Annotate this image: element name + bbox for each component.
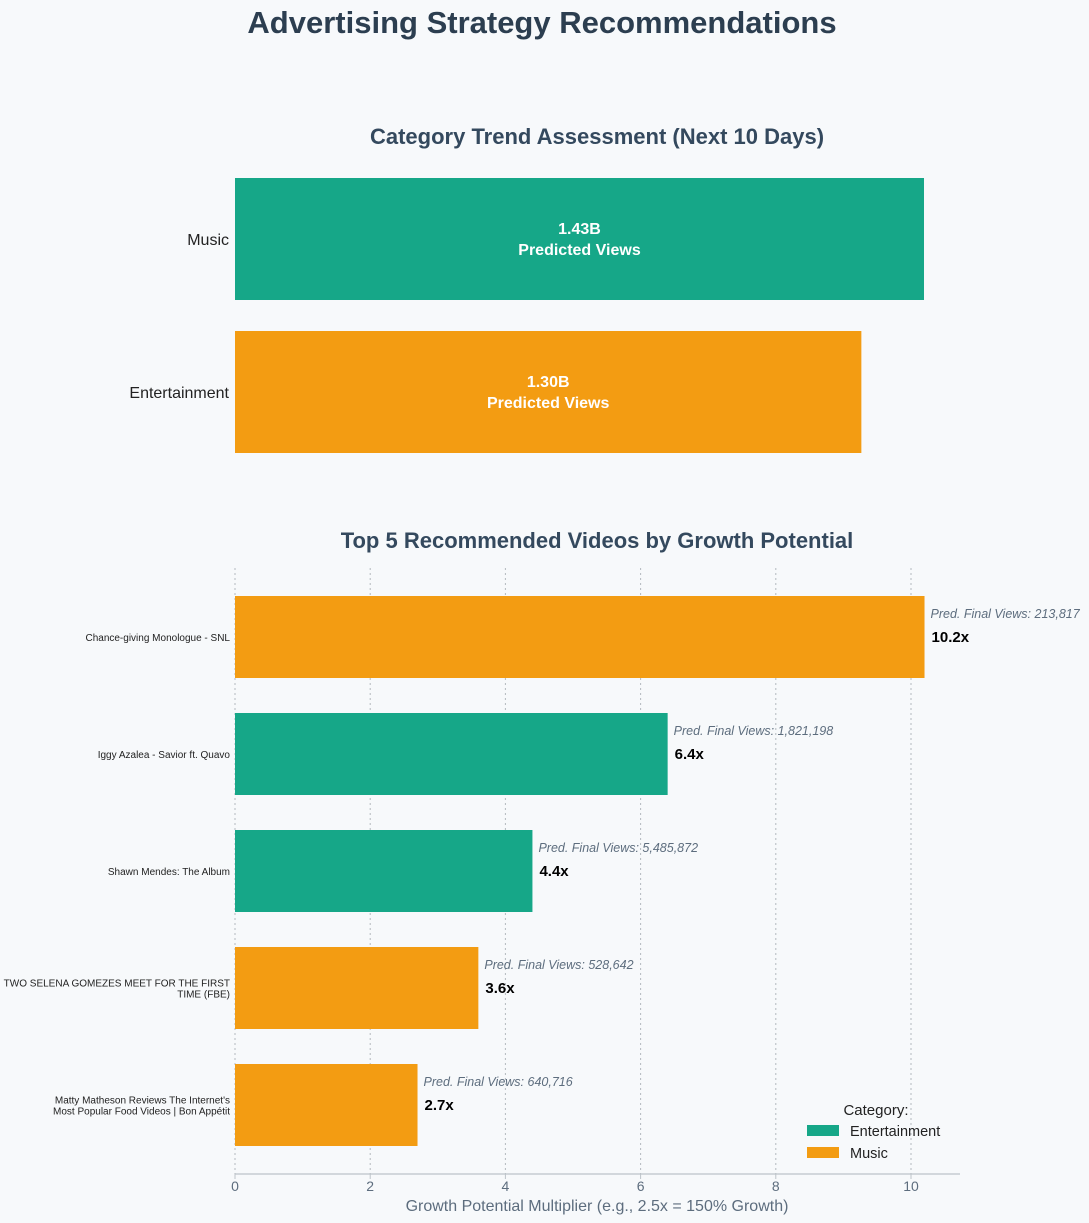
legend-swatch [807,1125,839,1136]
x-tick-label: 10 [903,1178,919,1194]
video-label: Shawn Mendes: The Album [108,867,230,878]
video-label: Chance-giving Monologue - SNL [85,633,230,644]
pred-final-views-label: Pred. Final Views: 5,485,872 [538,841,698,855]
pred-final-views-label: Pred. Final Views: 528,642 [484,958,633,972]
growth-multiplier-label: 10.2x [932,629,970,646]
growth-multiplier-label: 6.4x [675,746,705,763]
category-bar-value: 1.43B [558,221,601,238]
category-bar-entertainment [235,331,862,453]
pred-final-views-label: Pred. Final Views: 213,817 [931,607,1081,621]
category-chart-title: Category Trend Assessment (Next 10 Days) [370,124,824,149]
legend: Category: Entertainment Music [807,1102,940,1162]
video-label: Matty Matheson Reviews The Internet's [55,1096,230,1107]
x-tick-label: 0 [231,1178,239,1194]
category-bar-caption: Predicted Views [518,242,641,259]
category-label-music: Music [187,232,229,249]
videos-chart-title: Top 5 Recommended Videos by Growth Poten… [341,528,854,553]
category-bar-music [235,178,924,300]
growth-multiplier-label: 2.7x [425,1097,455,1114]
main-title: Advertising Strategy Recommendations [247,5,836,40]
legend-title: Category: [843,1102,908,1119]
video-bar [235,596,925,678]
category-bar-caption: Predicted Views [487,395,610,412]
video-bar [235,830,533,912]
x-axis-title: Growth Potential Multiplier (e.g., 2.5x … [406,1198,789,1215]
video-label: Iggy Azalea - Savior ft. Quavo [98,750,231,761]
legend-swatch [807,1147,839,1158]
category-trend-chart: Music 1.43B Predicted Views Entertainment 1.… [129,178,924,453]
video-label: Most Popular Food Videos | Bon Appétit [53,1107,230,1118]
x-tick-label: 8 [772,1178,780,1194]
video-bar [235,713,668,795]
growth-multiplier-label: 3.6x [485,980,515,997]
legend-entry-music: Music [850,1146,888,1162]
video-label: TWO SELENA GOMEZES MEET FOR THE FIRST [4,979,230,990]
x-tick-label: 6 [637,1178,645,1194]
pred-final-views-label: Pred. Final Views: 1,821,198 [674,724,834,738]
growth-potential-chart: 0 2 4 6 8 10 Chance-giving Monologue - SNL Pred… [4,568,1081,1194]
growth-multiplier-label: 4.4x [539,863,569,880]
x-tick-label: 4 [502,1178,510,1194]
legend-entry-entertainment: Entertainment [850,1124,940,1140]
x-tick-label: 2 [366,1178,374,1194]
video-label: TIME (FBE) [177,990,230,1001]
category-label-entertainment: Entertainment [129,385,229,402]
category-bar-value: 1.30B [527,374,570,391]
pred-final-views-label: Pred. Final Views: 640,716 [424,1075,573,1089]
video-bar [235,947,479,1029]
video-bar [235,1064,418,1146]
